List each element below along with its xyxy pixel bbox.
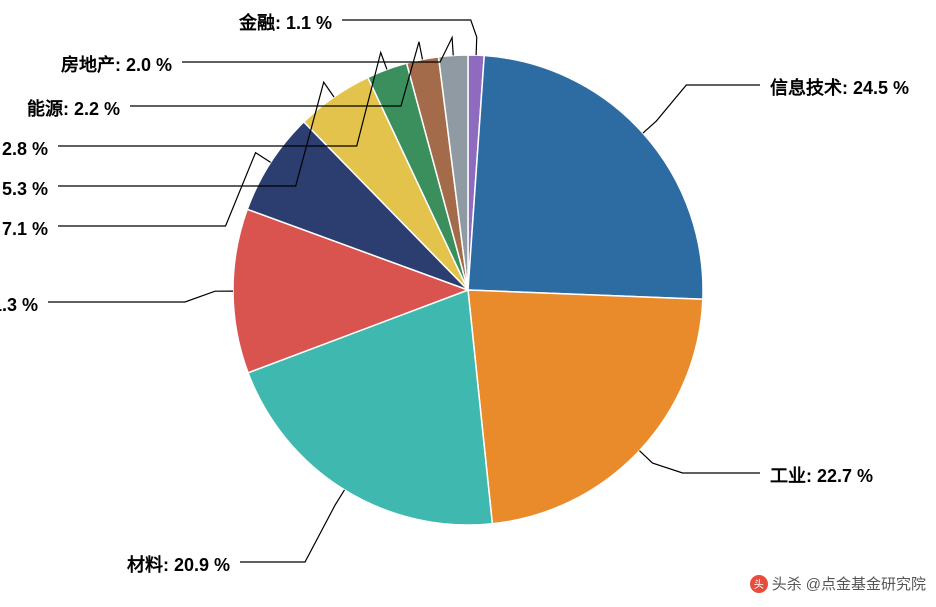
label-可选消费: 可选消费: 7.1 %	[0, 215, 48, 241]
label-医疗保健: 医疗保健: 11.3 %	[0, 291, 38, 317]
slice-信息技术	[468, 56, 703, 300]
label-工业: 工业: 22.7 %	[770, 462, 873, 488]
watermark-prefix: 头杀	[772, 573, 802, 594]
watermark: 头 头杀 @点金基金研究院	[750, 573, 926, 594]
label-信息技术: 信息技术: 24.5 %	[770, 74, 909, 100]
label-日常消费: 日常消费: 5.3 %	[0, 175, 48, 201]
label-材料: 材料: 20.9 %	[127, 551, 230, 577]
pie-chart: 金融: 1.1 % 信息技术: 24.5 % 工业: 22.7 % 材料: 20.9 …	[0, 0, 936, 602]
watermark-text: @点金基金研究院	[806, 573, 926, 594]
label-能源: 能源: 2.2 %	[27, 95, 120, 121]
label-房地产: 房地产: 2.0 %	[61, 51, 172, 77]
slice-工业	[468, 290, 703, 524]
label-公用事业: 公用事业: 2.8 %	[0, 135, 48, 161]
watermark-icon: 头	[750, 575, 768, 593]
label-金融: 金融: 1.1 %	[239, 9, 332, 35]
